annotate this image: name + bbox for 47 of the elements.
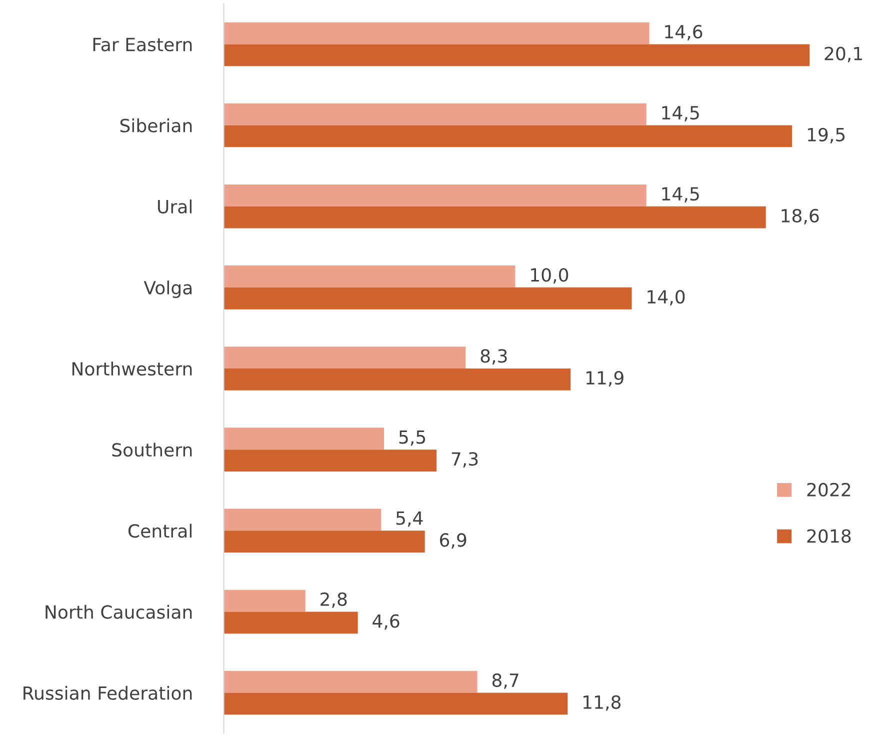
bar (224, 508, 382, 531)
data-label: 8,3 (480, 349, 507, 365)
bar (224, 450, 437, 472)
bar (224, 612, 358, 634)
y-tick-label: Northwestern (72, 362, 192, 376)
legend-label: 2018 (807, 529, 851, 543)
bar (224, 266, 516, 288)
bar (224, 692, 568, 715)
bar (224, 590, 306, 612)
bar (224, 206, 766, 228)
bar (224, 428, 384, 450)
bar (224, 44, 810, 66)
data-label: 14,6 (665, 24, 702, 40)
bar (224, 530, 425, 553)
data-label: 14,0 (648, 290, 685, 306)
y-tick-label: Southern (112, 442, 192, 457)
y-tick-label: North Caucasian (46, 604, 192, 619)
legend-label: 2022 (807, 482, 850, 496)
data-label: 5,5 (399, 430, 426, 446)
bar (224, 346, 466, 368)
data-label: 14,5 (662, 187, 699, 202)
y-tick-label: Siberian (120, 118, 192, 132)
data-label: 4,6 (372, 614, 400, 630)
bar (224, 184, 646, 206)
bar (224, 287, 632, 310)
data-label: 14,5 (662, 106, 699, 122)
bar (224, 103, 646, 126)
data-label: 6,9 (440, 533, 466, 549)
data-label: 19,5 (808, 128, 845, 144)
bar (224, 670, 478, 693)
data-label: 18,6 (782, 208, 819, 224)
data-label: 20,1 (824, 46, 862, 62)
bar (224, 22, 650, 44)
y-tick-label: Volga (144, 280, 192, 298)
data-label: 10,0 (531, 268, 568, 284)
y-tick-label: Ural (158, 200, 192, 214)
data-label: 11,8 (584, 695, 621, 711)
data-label: 2,8 (320, 592, 347, 608)
y-tick-label: Central (128, 524, 192, 538)
data-label: 11,9 (586, 371, 624, 387)
data-label: 5,4 (396, 512, 423, 527)
data-label: 8,7 (492, 673, 518, 689)
y-tick-label: Far Eastern (93, 38, 192, 52)
data-label: 7,3 (452, 452, 478, 468)
y-tick-label: Russian Federation (24, 686, 192, 700)
bar (224, 125, 792, 148)
bar (224, 368, 571, 390)
